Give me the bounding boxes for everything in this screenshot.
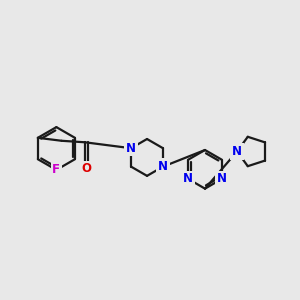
Text: O: O <box>81 162 91 175</box>
Text: N: N <box>158 160 168 173</box>
Text: F: F <box>52 164 60 176</box>
Text: N: N <box>126 142 136 155</box>
Text: N: N <box>217 172 227 185</box>
Text: N: N <box>183 172 193 185</box>
Text: N: N <box>232 145 242 158</box>
